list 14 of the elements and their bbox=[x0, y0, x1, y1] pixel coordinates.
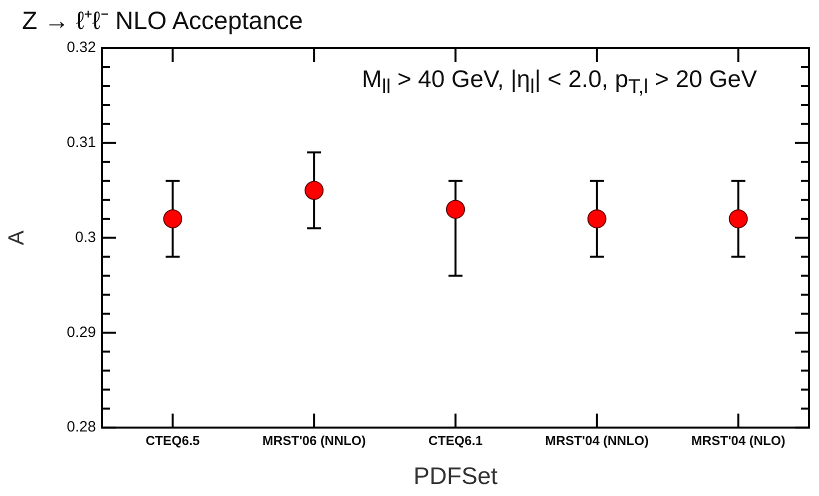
x-tick-label: CTEQ6.5 bbox=[146, 432, 200, 448]
y-tick-label: 0.3 bbox=[75, 228, 96, 246]
x-tick-label: MRST'06 (NNLO) bbox=[262, 432, 366, 448]
x-tick-label: CTEQ6.1 bbox=[428, 432, 483, 448]
y-tick-label: 0.31 bbox=[66, 134, 96, 152]
y-axis-title: A bbox=[3, 230, 28, 246]
annotation: M$_{ll}$ > 40 GeV, |η$_{l}$| < 2.0, p$_{T,l}$ > 20 GeV bbox=[362, 66, 757, 99]
chart-title: Z → ℓ⁺ℓ⁻ NLO Acceptance bbox=[22, 6, 303, 36]
x-axis-title: PDFSet bbox=[413, 463, 498, 490]
y-tick-label: 0.28 bbox=[66, 418, 96, 436]
y-tick-label: 0.29 bbox=[66, 324, 96, 341]
x-tick-label: MRST'04 (NNLO) bbox=[545, 432, 649, 448]
y-tick-label: 0.32 bbox=[66, 39, 96, 56]
x-tick-label: MRST'04 (NLO) bbox=[691, 432, 786, 448]
